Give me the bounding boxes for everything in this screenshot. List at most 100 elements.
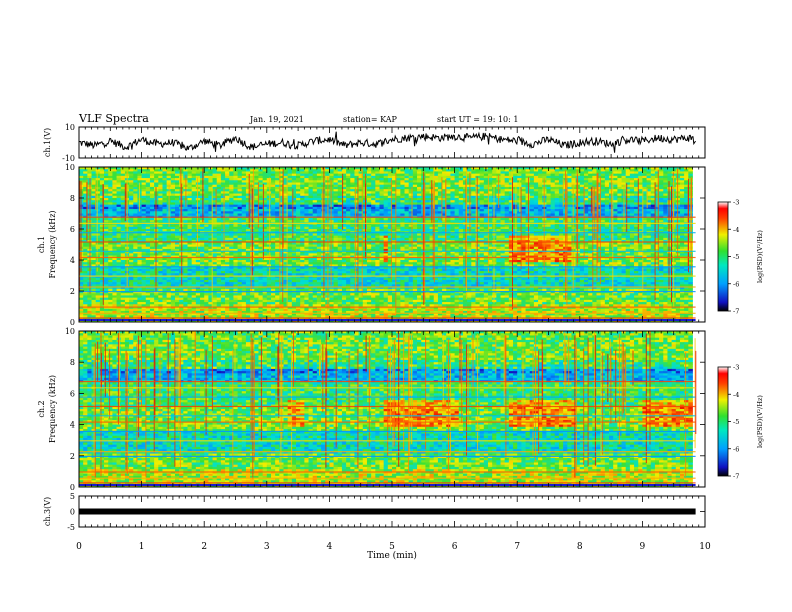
spectrogram-cell — [312, 167, 318, 170]
spectrogram-cell — [646, 235, 652, 239]
spectrogram-cell — [212, 175, 218, 179]
spectrogram-cell — [91, 184, 97, 188]
spectrogram-cell — [200, 184, 205, 188]
spectrogram-cell — [529, 186, 535, 190]
spectrogram-cell — [158, 175, 163, 179]
spectrogram-cell — [617, 206, 622, 210]
spectrogram-cell — [354, 224, 360, 228]
spectrogram-cell — [542, 169, 547, 172]
spectrogram-cell — [654, 178, 660, 181]
spectrogram-cell — [129, 220, 134, 223]
spectrogram-cell — [308, 206, 314, 210]
spectrogram-cell — [333, 198, 339, 201]
spectrogram-cell — [304, 180, 309, 183]
spectrogram-cell — [300, 237, 305, 241]
spectrogram-cell — [546, 200, 551, 203]
spectrogram-cell — [529, 193, 535, 197]
spectrogram-cell — [454, 191, 460, 194]
spectrogram-cell — [104, 182, 109, 186]
spectrogram-cell — [291, 191, 297, 194]
spectrogram-cell — [95, 184, 101, 188]
spectrogram-cell — [433, 171, 439, 175]
spectrogram-cell — [496, 233, 501, 237]
spectrogram-cell — [300, 193, 305, 197]
spectrogram-cell — [154, 173, 159, 177]
spectrogram-cell — [417, 173, 422, 177]
spectrogram-cell — [500, 235, 506, 239]
spectrogram-cell — [454, 178, 460, 181]
spectrogram-cell — [308, 233, 314, 237]
spectrogram-cell — [467, 167, 472, 170]
spectrogram-cell — [241, 217, 247, 221]
spectrogram-cell — [245, 209, 251, 212]
spectrogram-cell — [329, 184, 334, 188]
spectrogram-cell — [104, 184, 109, 188]
spectrogram-cell — [275, 213, 280, 217]
spectrogram-cell — [312, 200, 318, 203]
spectrogram-cell — [596, 186, 602, 190]
spectrogram-cell — [350, 193, 355, 197]
spectrogram-cell — [383, 213, 389, 217]
spectrogram-cell — [208, 204, 213, 208]
spectrogram-cell — [646, 217, 652, 221]
spectrogram-cell — [129, 173, 134, 177]
spectrogram-cell — [187, 173, 193, 177]
spectrogram-cell — [571, 220, 577, 223]
spectrogram-cell — [208, 229, 213, 232]
spectrogram-cell — [454, 224, 460, 228]
spectrogram-cell — [104, 235, 109, 239]
spectrogram-cell — [379, 182, 385, 186]
spectrogram-cell — [538, 224, 543, 228]
spectrogram-cell — [133, 178, 138, 181]
spectrogram-cell — [366, 167, 372, 170]
spectrogram-cell — [379, 200, 385, 203]
spectrogram-cell — [513, 180, 518, 183]
spectrogram-cell — [663, 209, 668, 212]
spectrogram-cell — [104, 209, 109, 212]
spectrogram-cell — [254, 202, 259, 206]
spectrogram-cell — [204, 193, 209, 197]
spectrogram-cell — [684, 178, 689, 181]
spectrogram-cell — [508, 184, 514, 188]
spectrogram-cell — [621, 171, 627, 175]
spectrogram-cell — [396, 186, 401, 190]
spectrogram-cell — [613, 191, 618, 194]
spectrogram-cell — [654, 202, 660, 206]
spectrogram-cell — [258, 186, 264, 190]
spectrogram-cell — [508, 213, 514, 217]
spectrogram-cell — [162, 217, 168, 221]
spectrogram-cell — [404, 184, 410, 188]
spectrogram-cell — [174, 175, 180, 179]
spectrogram-cell — [458, 195, 464, 199]
spectrogram-cell — [408, 206, 414, 210]
spectrogram-cell — [346, 204, 351, 208]
spectrogram-cell — [120, 193, 126, 197]
spectrogram-cell — [508, 173, 514, 177]
spectrogram-cell — [558, 200, 564, 203]
spectrogram-cell — [446, 233, 451, 237]
spectrogram-cell — [458, 235, 464, 239]
spectrogram-cell — [571, 186, 577, 190]
spectrogram-cell — [137, 175, 142, 179]
spectrogram-cell — [638, 178, 643, 181]
spectrogram-cell — [471, 169, 476, 172]
spectrogram-cell — [225, 237, 230, 241]
spectrogram-cell — [316, 237, 322, 241]
spectrogram-cell — [454, 184, 460, 188]
spectrogram-cell — [375, 178, 380, 181]
spectrogram-cell — [442, 213, 447, 217]
spectrogram-cell — [195, 184, 201, 188]
spectrogram-cell — [108, 191, 113, 194]
spectrogram-cell — [621, 173, 627, 177]
spectrogram-cell — [437, 195, 443, 199]
spectrogram-cell — [174, 213, 180, 217]
spectrogram-cell — [296, 200, 301, 203]
spectrogram-cell — [500, 229, 506, 232]
spectrogram-cell — [341, 173, 347, 177]
spectrogram-cell — [588, 209, 593, 212]
spectrogram-cell — [483, 202, 489, 206]
spectrogram-cell — [216, 191, 222, 194]
spectrogram-cell — [379, 178, 385, 181]
spectrogram-cell — [462, 180, 468, 183]
spectrogram-cell — [483, 173, 489, 177]
